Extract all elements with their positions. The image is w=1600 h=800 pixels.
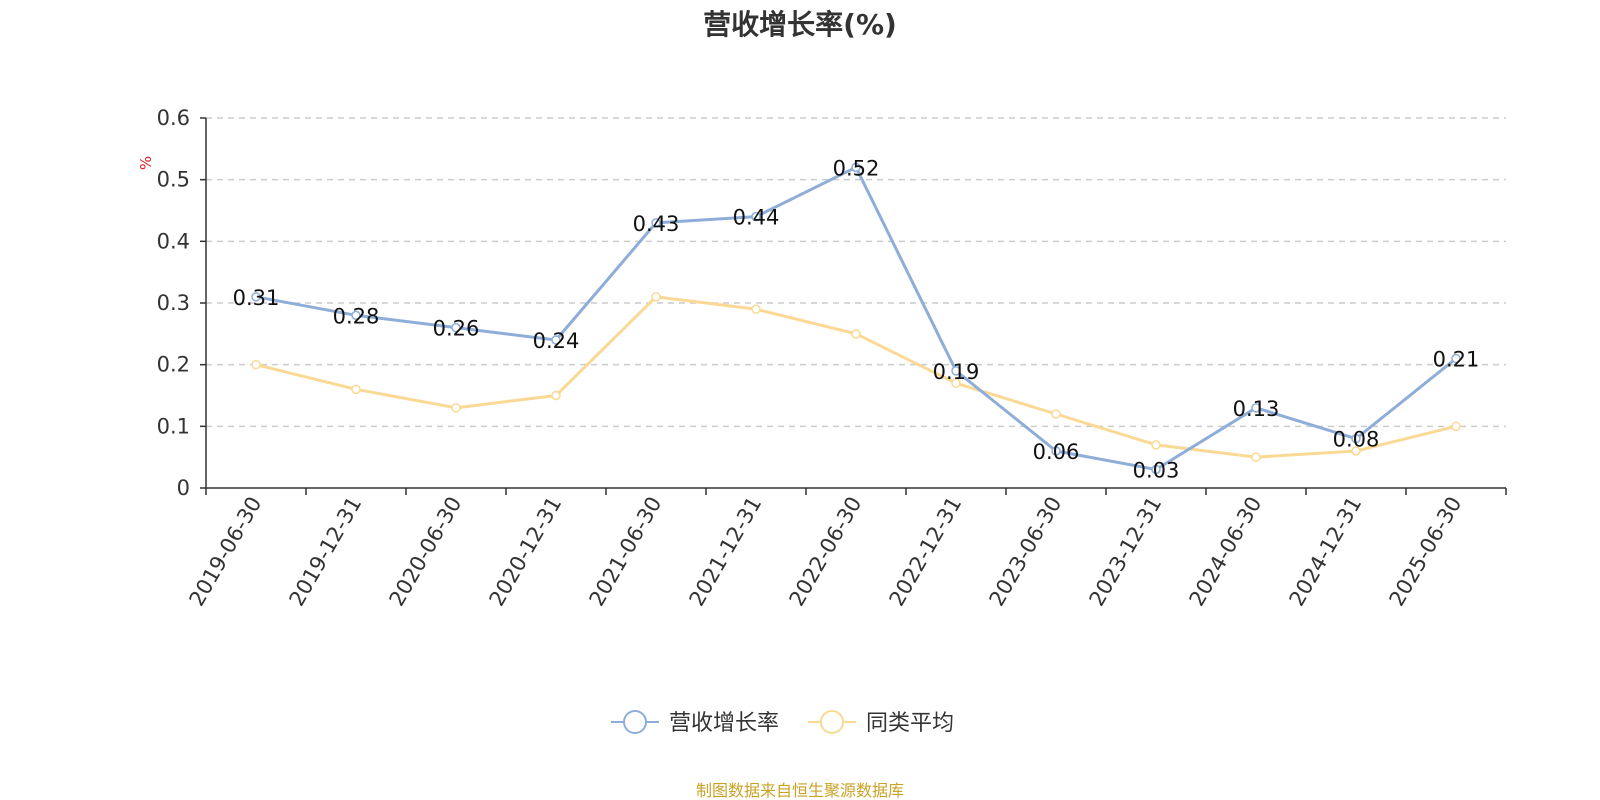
series-2-point [651,292,661,302]
y-tick-label: 0.5 [157,168,190,192]
data-label: 0.03 [1133,459,1180,483]
data-label: 0.26 [433,317,480,341]
x-tick-label: 2023-06-30 [985,493,1067,611]
series-2-point [351,384,361,395]
data-label: 0.44 [733,206,780,230]
data-label: 0.06 [1033,440,1080,464]
series-1-point [451,322,461,333]
y-tick-label: 0.6 [157,106,190,130]
series-2-point [551,390,561,401]
x-tick-label: 2019-06-30 [185,493,267,611]
series-2-point [451,403,461,413]
series-2-point [1351,446,1361,456]
series-1-point [651,218,661,228]
source-note: 制图数据来自恒生聚源数据库 [696,781,904,800]
data-label: 0.13 [1233,397,1280,421]
data-labels: 0.31 0.28 0.26 0.24 0.43 0.44 0.52 0.19 0.06 0.03… [233,156,1480,482]
series-1-point [1051,446,1061,456]
grid-lines [206,117,1506,428]
chart-title: 营收增长率(%) [703,8,897,41]
data-label: 0.21 [1433,348,1480,372]
x-tick-label: 2024-06-30 [1185,493,1267,611]
series-2-point [1251,452,1261,462]
legend-item-2[interactable]: 同类平均 [808,710,954,736]
x-tick-label: 2020-06-30 [385,493,467,611]
series-2-point [951,378,961,388]
series-1-point [1251,403,1261,413]
x-tick-label: 2022-12-31 [885,493,967,611]
y-tick-label: 0.3 [157,291,190,315]
x-tick-label: 2023-12-31 [1085,493,1167,611]
series-1-point [251,292,261,302]
x-tick-label: 2021-06-30 [585,493,667,611]
series-1-point [1351,433,1361,444]
legend-marker-icon [623,710,647,734]
series-1-point [951,366,961,376]
x-tick-label: 2020-12-31 [485,493,567,611]
x-tick-label: 2019-12-31 [285,493,367,611]
legend-item-1[interactable]: 营收增长率 [611,710,779,736]
series-1-point [551,335,561,345]
x-tick-label: 2025-06-30 [1385,493,1467,611]
series-1-point [1151,464,1161,475]
y-axis-unit-label: % [137,156,155,170]
data-label: 0.43 [633,212,680,236]
series-1-point [751,211,761,222]
y-tick-label: 0.4 [157,229,190,253]
legend-label: 营收增长率 [669,711,779,736]
series-lines [251,162,1461,475]
x-tick-label: 2024-12-31 [1285,493,1367,611]
data-label: 0.08 [1333,428,1380,452]
y-tick-label: 0.1 [157,414,190,438]
data-label: 0.24 [533,329,580,353]
x-tick-label: 2022-06-30 [785,493,867,611]
data-label: 0.19 [933,360,980,384]
series-2-point [251,359,261,370]
x-tick-label: 2021-12-31 [685,493,767,611]
legend-marker-icon [820,710,844,734]
legend[interactable]: 营收增长率 同类平均 [611,710,954,736]
data-label: 0.31 [233,286,280,310]
series-1-point [351,310,361,321]
data-label: 0.52 [833,156,880,180]
series-2-point [1151,440,1161,450]
legend-label: 同类平均 [866,711,954,736]
y-tick-label: 0 [177,476,190,500]
series-1-point [851,162,861,173]
series-2-point [1051,409,1061,419]
series-2-point [851,329,861,339]
y-tick-label: 0.2 [157,353,190,377]
data-label: 0.28 [333,304,380,328]
series-1-point [1451,353,1461,364]
series-2-point [751,304,761,314]
series-2-point [1451,421,1461,432]
